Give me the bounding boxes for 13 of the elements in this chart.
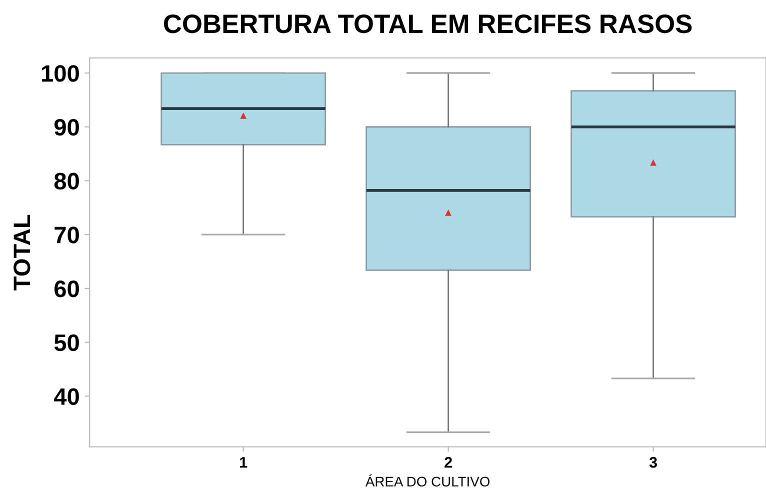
y-tick-label: 80 xyxy=(54,172,79,190)
x-tick-label: 1 xyxy=(240,457,248,468)
x-axis-title: ÁREA DO CULTIVO xyxy=(365,474,490,487)
y-tick-label: 70 xyxy=(54,226,79,244)
x-tick-label: 3 xyxy=(649,456,657,468)
x-tick-label: 2 xyxy=(444,456,452,468)
chart-title: COBERTURA TOTAL EM RECIFES RASOS xyxy=(164,14,692,34)
y-axis-title: TOTAL xyxy=(14,214,30,290)
y-tick-label: 40 xyxy=(54,388,79,405)
y-tick-label: 60 xyxy=(54,280,79,298)
y-tick-label: 90 xyxy=(54,118,79,136)
y-tick-label: 100 xyxy=(42,65,79,82)
y-tick-label: 50 xyxy=(54,334,79,352)
